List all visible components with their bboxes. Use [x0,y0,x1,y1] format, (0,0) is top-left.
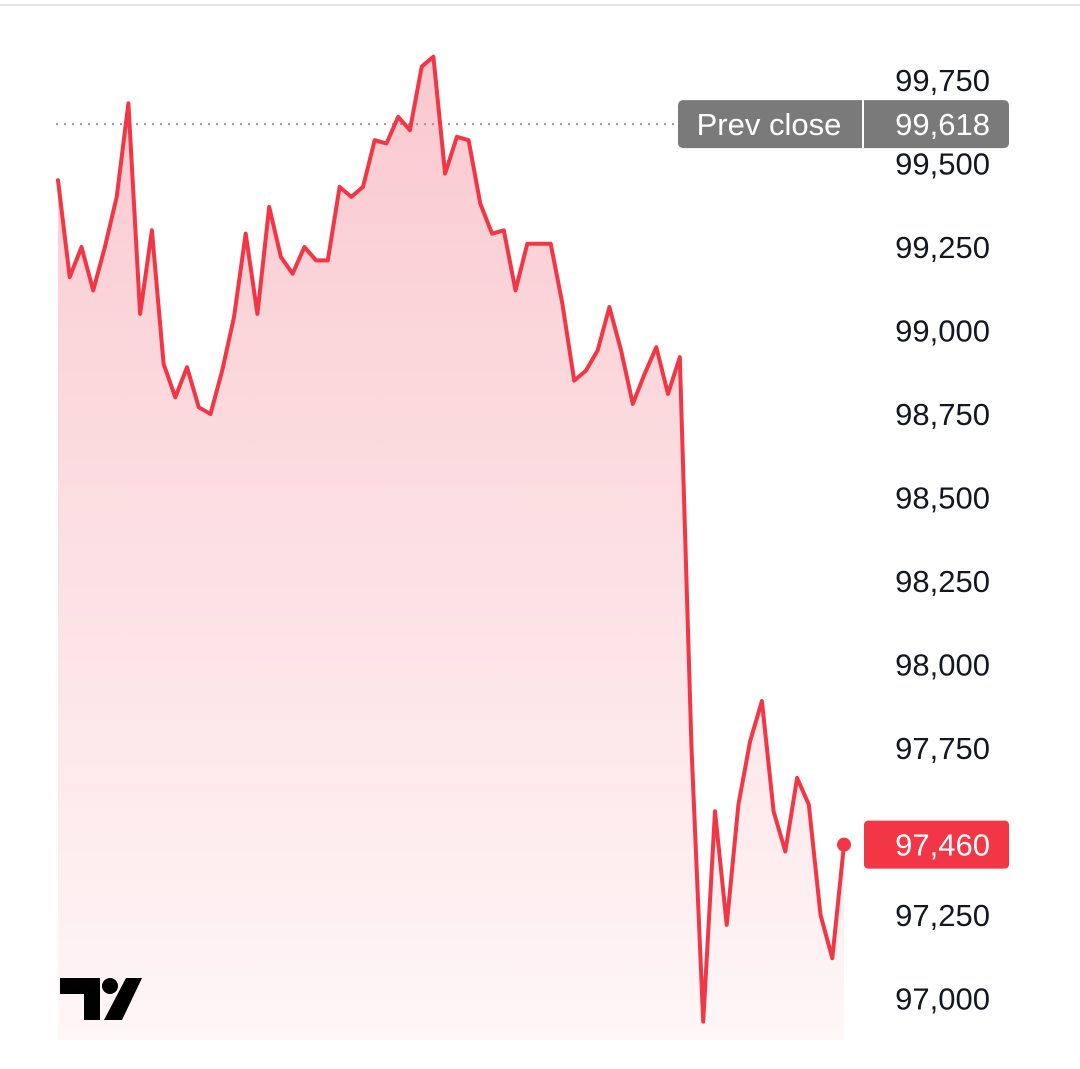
y-tick-label: 98,250 [895,564,990,599]
prev-close-badge-bg [678,100,1009,149]
y-tick-label: 97,750 [895,731,990,766]
price-badges: Prev close 99,618 97,460 [678,100,1009,869]
y-tick-label: 97,000 [895,981,990,1016]
y-tick-label: 99,250 [895,230,990,265]
prev-close-value: 99,618 [895,107,990,142]
last-price-badge: 97,460 [864,820,1009,869]
tradingview-logo-icon[interactable] [60,978,142,1020]
y-tick-label: 98,750 [895,397,990,432]
y-tick-label: 98,500 [895,480,990,515]
prev-close-badge: Prev close 99,618 [678,100,1009,149]
y-tick-label: 98,000 [895,647,990,682]
last-price-badge-bg [864,820,1009,869]
prev-close-label: Prev close [697,107,842,142]
last-price-value: 97,460 [895,828,990,863]
y-tick-label: 99,000 [895,313,990,348]
last-price-marker [837,837,851,852]
price-axis: 99,750 99,500 99,250 99,000 98,750 98,500 98,2… [895,63,990,1016]
series-line [56,54,846,1024]
series-area-fill [58,56,844,1040]
y-tick-label: 99,750 [895,63,990,98]
y-tick-label: 97,250 [895,898,990,933]
top-divider [0,4,1080,6]
plot-area [56,54,851,1040]
y-tick-label: 99,500 [895,147,990,182]
